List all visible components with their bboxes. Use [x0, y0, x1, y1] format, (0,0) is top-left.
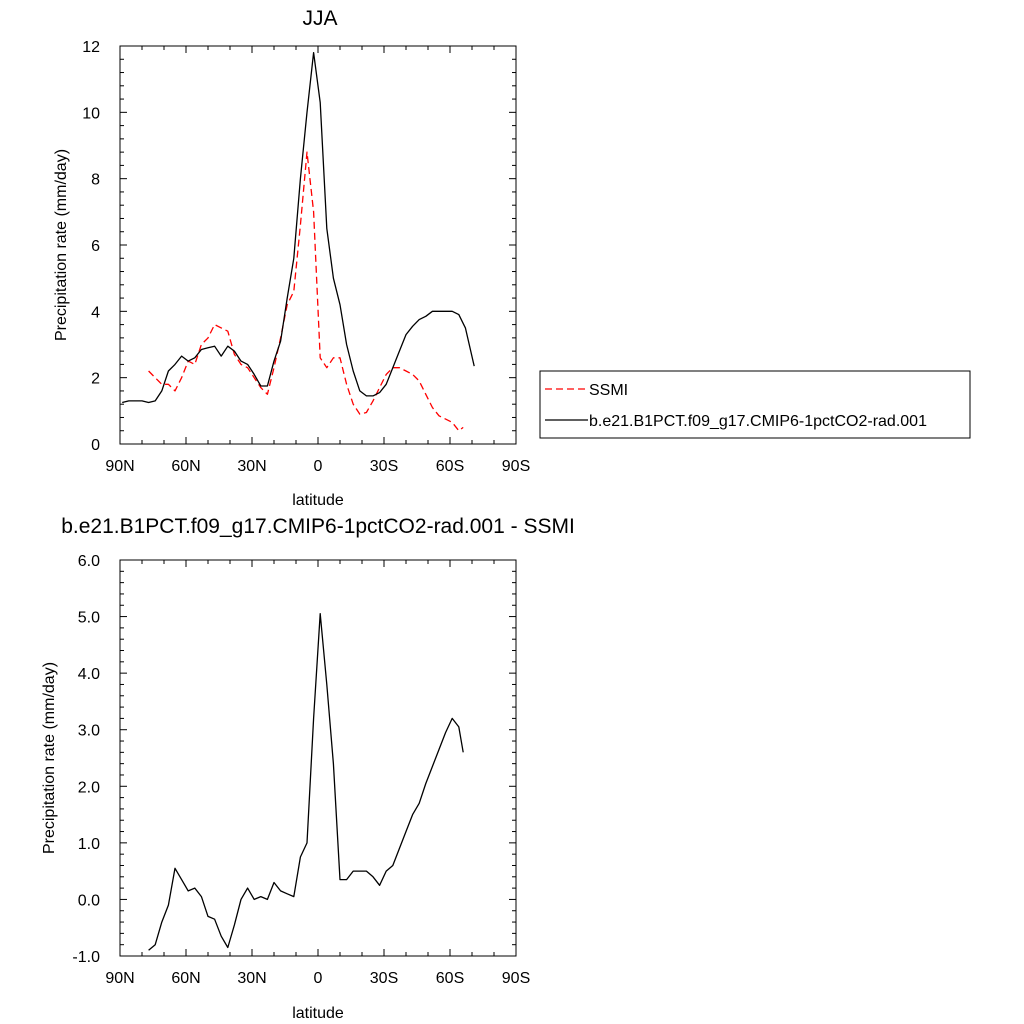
bottom-chart-title: b.e21.B1PCT.f09_g17.CMIP6-1pctCO2-rad.00…	[61, 515, 575, 538]
x-tick-label: 60N	[171, 458, 200, 475]
x-tick-label: 0	[314, 458, 323, 475]
y-tick-label: 4.0	[78, 666, 100, 683]
y-tick-label: 2.0	[78, 779, 100, 796]
x-tick-label: 0	[314, 970, 323, 987]
y-tick-label: 0.0	[78, 892, 100, 909]
y-tick-label: 3.0	[78, 723, 100, 740]
legend: SSMI b.e21.B1PCT.f09_g17.CMIP6-1pctCO2-r…	[539, 370, 971, 439]
bottom-axis-ticks: 90N 60N 30N 0 30S 60S 90S -1.0 0.0 1.0 2.0 3.0 4.0 5.…	[72, 553, 530, 987]
bottom-plot-frame	[119, 559, 517, 957]
top-plot-frame	[119, 45, 517, 445]
x-tick-label: 60S	[436, 458, 464, 475]
x-tick-label: 90S	[502, 458, 530, 475]
top-series-lines	[122, 51, 475, 432]
top-y-axis-label: Precipitation rate (mm/day)	[53, 149, 70, 341]
top-chart-panel: JJA 90N 60N 30N 0 30S 60S 90S 0 2 4 6 8 10 12 latitud…	[53, 7, 530, 509]
y-tick-label: 6	[91, 238, 100, 255]
y-tick-label: 12	[82, 39, 100, 56]
top-chart-title: JJA	[302, 7, 337, 30]
bottom-y-axis-label: Precipitation rate (mm/day)	[41, 662, 58, 854]
x-tick-label: 60N	[171, 970, 200, 987]
y-tick-label: 1.0	[78, 836, 100, 853]
x-tick-label: 60S	[436, 970, 464, 987]
x-tick-label: 30S	[370, 458, 398, 475]
y-tick-label: 4	[91, 304, 100, 321]
top-x-axis-label: latitude	[292, 492, 344, 509]
x-tick-label: 30N	[237, 458, 266, 475]
series-line-ssmi	[148, 151, 464, 432]
x-tick-label: 90N	[105, 970, 134, 987]
series-line-model	[122, 51, 475, 404]
bottom-x-axis-label: latitude	[292, 1005, 344, 1022]
legend-box	[539, 370, 971, 439]
y-tick-label: 8	[91, 172, 100, 189]
y-tick-label: -1.0	[72, 949, 100, 966]
difference-line	[148, 613, 464, 951]
x-tick-label: 30S	[370, 970, 398, 987]
x-tick-label: 90N	[105, 458, 134, 475]
y-tick-label: 5.0	[78, 610, 100, 627]
bottom-series-lines	[148, 613, 464, 951]
y-tick-label: 6.0	[78, 553, 100, 570]
x-tick-label: 90S	[502, 970, 530, 987]
legend-label-model: b.e21.B1PCT.f09_g17.CMIP6-1pctCO2-rad.00…	[589, 413, 927, 430]
y-tick-label: 2	[91, 371, 100, 388]
x-tick-label: 30N	[237, 970, 266, 987]
y-tick-label: 10	[82, 105, 100, 122]
y-tick-label: 0	[91, 437, 100, 454]
legend-label-ssmi: SSMI	[589, 382, 628, 399]
bottom-chart-panel: b.e21.B1PCT.f09_g17.CMIP6-1pctCO2-rad.00…	[41, 515, 575, 1022]
top-axis-ticks: 90N 60N 30N 0 30S 60S 90S 0 2 4 6 8 10 12	[82, 39, 530, 475]
